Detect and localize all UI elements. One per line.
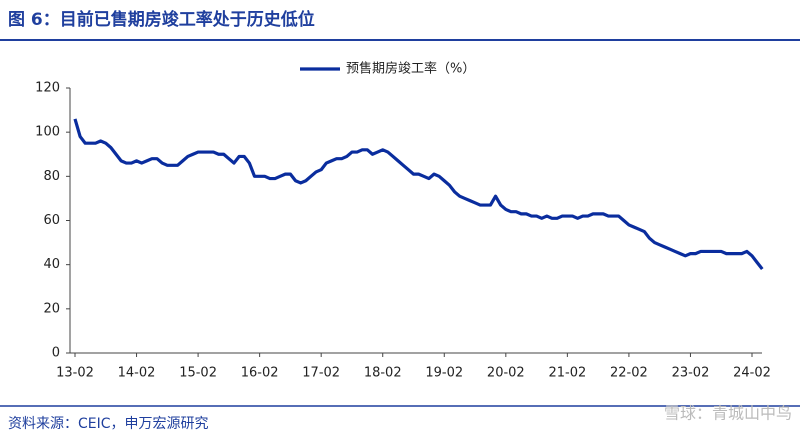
x-tick-label: 18-02: [364, 366, 402, 381]
chart-title: 图 6：目前已售期房竣工率处于历史低位: [8, 9, 315, 30]
y-tick-label: 80: [43, 169, 60, 184]
x-tick-label: 14-02: [118, 366, 156, 381]
x-tick-label: 23-02: [672, 366, 710, 381]
x-tick-label: 19-02: [425, 366, 463, 381]
y-tick-label: 120: [35, 81, 60, 96]
x-tick-label: 15-02: [179, 366, 217, 381]
series-line: [73, 118, 764, 271]
y-tick-label: 20: [43, 301, 60, 316]
y-tick-label: 0: [52, 346, 60, 361]
x-tick-label: 17-02: [302, 366, 340, 381]
y-tick-label: 100: [35, 125, 60, 140]
y-tick-label: 40: [43, 257, 60, 272]
x-tick-label: 20-02: [487, 366, 525, 381]
watermark: 雪球：青城山中鸟: [664, 404, 792, 423]
x-tick-label: 13-02: [56, 366, 94, 381]
x-tick-label: 16-02: [241, 366, 279, 381]
x-tick-label: 24-02: [733, 366, 771, 381]
x-tick-label: 22-02: [610, 366, 648, 381]
legend-label: 预售期房竣工率（%）: [346, 61, 475, 77]
source: 资料来源：CEIC，申万宏源研究: [8, 416, 209, 432]
x-tick-label: 21-02: [548, 366, 586, 381]
y-tick-label: 60: [43, 213, 60, 228]
